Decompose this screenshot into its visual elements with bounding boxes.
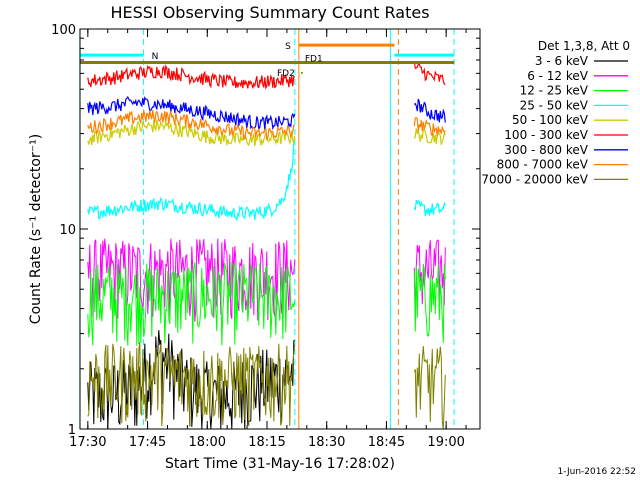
series-line-8-segment-1: [413, 345, 446, 430]
y-axis-label: Count Rate (s⁻¹ detector⁻¹): [28, 134, 44, 324]
annotation-dot-4: [300, 71, 303, 74]
series-line-1-segment-1: [413, 239, 446, 319]
series-line-3-segment-0: [87, 137, 296, 222]
annotation-label-0: N: [152, 52, 159, 62]
y-tick-label-2: 100: [51, 23, 76, 38]
axes: 17:30 17:45 18:00 18:15 18:30 18:45 19:00 1 10 10…: [51, 23, 480, 450]
x-tick-label-0: 17:30: [69, 435, 106, 450]
x-tick-label-5: 18:45: [368, 435, 405, 450]
legend-label-5: 100 - 300 keV: [504, 128, 588, 142]
x-tick-label-6: 19:00: [427, 435, 464, 450]
series-line-5-segment-1: [413, 61, 446, 86]
series-line-5-segment-0: [87, 64, 296, 90]
chart-title: HESSI Observing Summary Count Rates: [110, 3, 429, 22]
series-line-4-segment-1: [413, 128, 446, 145]
annotation-label-4: FD2: [277, 69, 295, 79]
x-tick-label-1: 17:45: [129, 435, 166, 450]
legend-label-3: 25 - 50 keV: [520, 98, 589, 112]
series-line-6-segment-1: [413, 98, 446, 123]
legend-label-2: 12 - 25 keV: [520, 84, 589, 98]
legend-label-7: 800 - 7000 keV: [497, 158, 589, 172]
annotation-label-2: S: [285, 42, 291, 52]
legend-label-1: 6 - 12 keV: [527, 69, 589, 83]
annotation-label-3: FD1: [305, 54, 323, 64]
x-tick-label-4: 18:30: [308, 435, 345, 450]
series-line-3-segment-1: [413, 199, 446, 216]
x-tick-label-3: 18:15: [248, 435, 285, 450]
series-line-7-segment-0: [87, 109, 296, 141]
legend-label-6: 300 - 800 keV: [504, 143, 588, 157]
y-tick-label-1: 10: [59, 223, 76, 238]
series-line-2-segment-0: [87, 261, 296, 346]
y-tick-label-0: 1: [68, 423, 76, 438]
x-tick-label-2: 18:00: [189, 435, 226, 450]
series-line-8-segment-0: [87, 342, 296, 427]
x-axis-label: Start Time (31-May-16 17:28:02): [165, 456, 395, 472]
legend-title: Det 1,3,8, Att 0: [538, 39, 630, 53]
legend-label-4: 50 - 100 keV: [512, 113, 589, 127]
series-line-7-segment-1: [413, 117, 446, 137]
series-line-2-segment-1: [413, 263, 446, 343]
legend-label-0: 3 - 6 keV: [535, 54, 589, 68]
footer-timestamp: 1-Jun-2016 22:52: [558, 467, 637, 477]
series-line-4-segment-0: [87, 119, 296, 147]
plot-area: N S FD1 FD2: [79, 29, 455, 430]
series-line-6-segment-0: [87, 95, 296, 132]
legend-label-8: 7000 - 20000 keV: [481, 172, 588, 186]
